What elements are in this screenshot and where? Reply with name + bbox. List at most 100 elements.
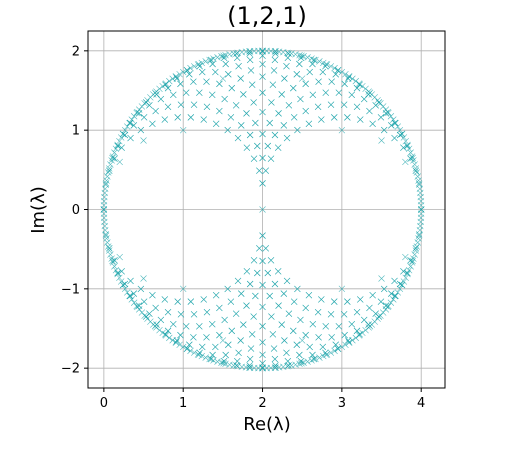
data-point xyxy=(410,157,417,164)
scatter-markers xyxy=(100,47,425,372)
data-point xyxy=(127,134,134,142)
data-point xyxy=(234,54,241,61)
data-point xyxy=(133,302,140,310)
data-point xyxy=(385,109,392,117)
data-point xyxy=(187,298,195,305)
data-point xyxy=(243,110,250,117)
data-point xyxy=(296,52,303,59)
data-point xyxy=(203,78,210,85)
data-point xyxy=(392,292,399,300)
data-point xyxy=(109,259,117,266)
data-point xyxy=(164,327,172,335)
data-point xyxy=(114,141,121,149)
x-tick-label: 0 xyxy=(100,396,108,411)
data-point xyxy=(316,354,323,361)
data-point xyxy=(315,334,322,341)
data-point xyxy=(259,52,266,59)
data-point xyxy=(402,253,409,261)
data-point xyxy=(332,341,339,348)
data-point xyxy=(170,91,177,99)
data-point xyxy=(394,123,402,130)
data-point xyxy=(304,358,311,365)
data-point xyxy=(387,113,395,120)
data-point xyxy=(176,341,183,348)
data-point xyxy=(390,296,397,303)
data-point xyxy=(234,49,241,56)
data-point xyxy=(288,50,295,57)
data-point xyxy=(210,55,217,62)
data-point xyxy=(298,337,306,344)
data-point xyxy=(243,144,251,151)
data-point xyxy=(391,277,398,285)
data-point xyxy=(259,281,266,289)
data-point xyxy=(415,235,422,242)
data-point xyxy=(234,363,241,370)
data-point xyxy=(100,206,108,213)
x-tick-label: 2 xyxy=(258,396,266,411)
data-point xyxy=(292,361,299,368)
data-point xyxy=(199,68,206,76)
data-point xyxy=(391,134,398,142)
data-point xyxy=(416,231,423,238)
data-point xyxy=(182,323,190,330)
data-point xyxy=(149,291,156,299)
data-point xyxy=(341,80,348,88)
data-point xyxy=(284,363,291,370)
data-point xyxy=(412,165,420,172)
data-point xyxy=(335,345,342,353)
data-point xyxy=(409,257,416,265)
data-point xyxy=(285,362,292,369)
data-point xyxy=(174,114,181,121)
data-point xyxy=(114,142,121,150)
data-point xyxy=(396,285,404,293)
data-point xyxy=(340,101,348,108)
data-point xyxy=(128,116,135,123)
data-point xyxy=(288,362,295,369)
data-point xyxy=(226,361,233,368)
data-point xyxy=(179,343,187,351)
data-point xyxy=(246,131,254,139)
data-point xyxy=(353,327,361,335)
data-point xyxy=(402,158,409,166)
data-point xyxy=(415,180,423,187)
data-point xyxy=(162,80,170,87)
data-point xyxy=(298,52,305,59)
data-point xyxy=(161,116,169,123)
data-point xyxy=(109,153,117,160)
data-point xyxy=(327,63,335,70)
data-point xyxy=(285,50,292,57)
data-point xyxy=(234,277,242,285)
data-point xyxy=(254,269,261,277)
data-point xyxy=(306,343,313,351)
chart-title: (1,2,1) xyxy=(227,2,307,30)
data-point xyxy=(306,68,313,76)
data-point xyxy=(309,320,317,328)
data-point xyxy=(106,167,113,174)
data-point xyxy=(322,89,329,96)
data-point xyxy=(259,351,266,359)
data-point xyxy=(323,61,331,68)
y-tick-label: 1 xyxy=(72,124,80,139)
data-point xyxy=(169,337,176,344)
data-point xyxy=(105,243,112,250)
data-point xyxy=(382,106,390,113)
data-point xyxy=(372,310,379,317)
data-point xyxy=(222,351,229,359)
data-point xyxy=(290,114,298,121)
data-point xyxy=(118,268,125,275)
data-point xyxy=(203,308,211,316)
data-point xyxy=(314,103,322,111)
data-point xyxy=(298,360,305,367)
data-point xyxy=(259,232,266,239)
data-point xyxy=(266,292,273,300)
data-point xyxy=(407,263,414,270)
data-point xyxy=(259,89,266,96)
data-point xyxy=(177,80,184,88)
data-point xyxy=(360,316,368,324)
data-point xyxy=(308,357,315,364)
data-point xyxy=(190,101,198,108)
data-point xyxy=(264,142,272,150)
data-point xyxy=(247,345,255,352)
